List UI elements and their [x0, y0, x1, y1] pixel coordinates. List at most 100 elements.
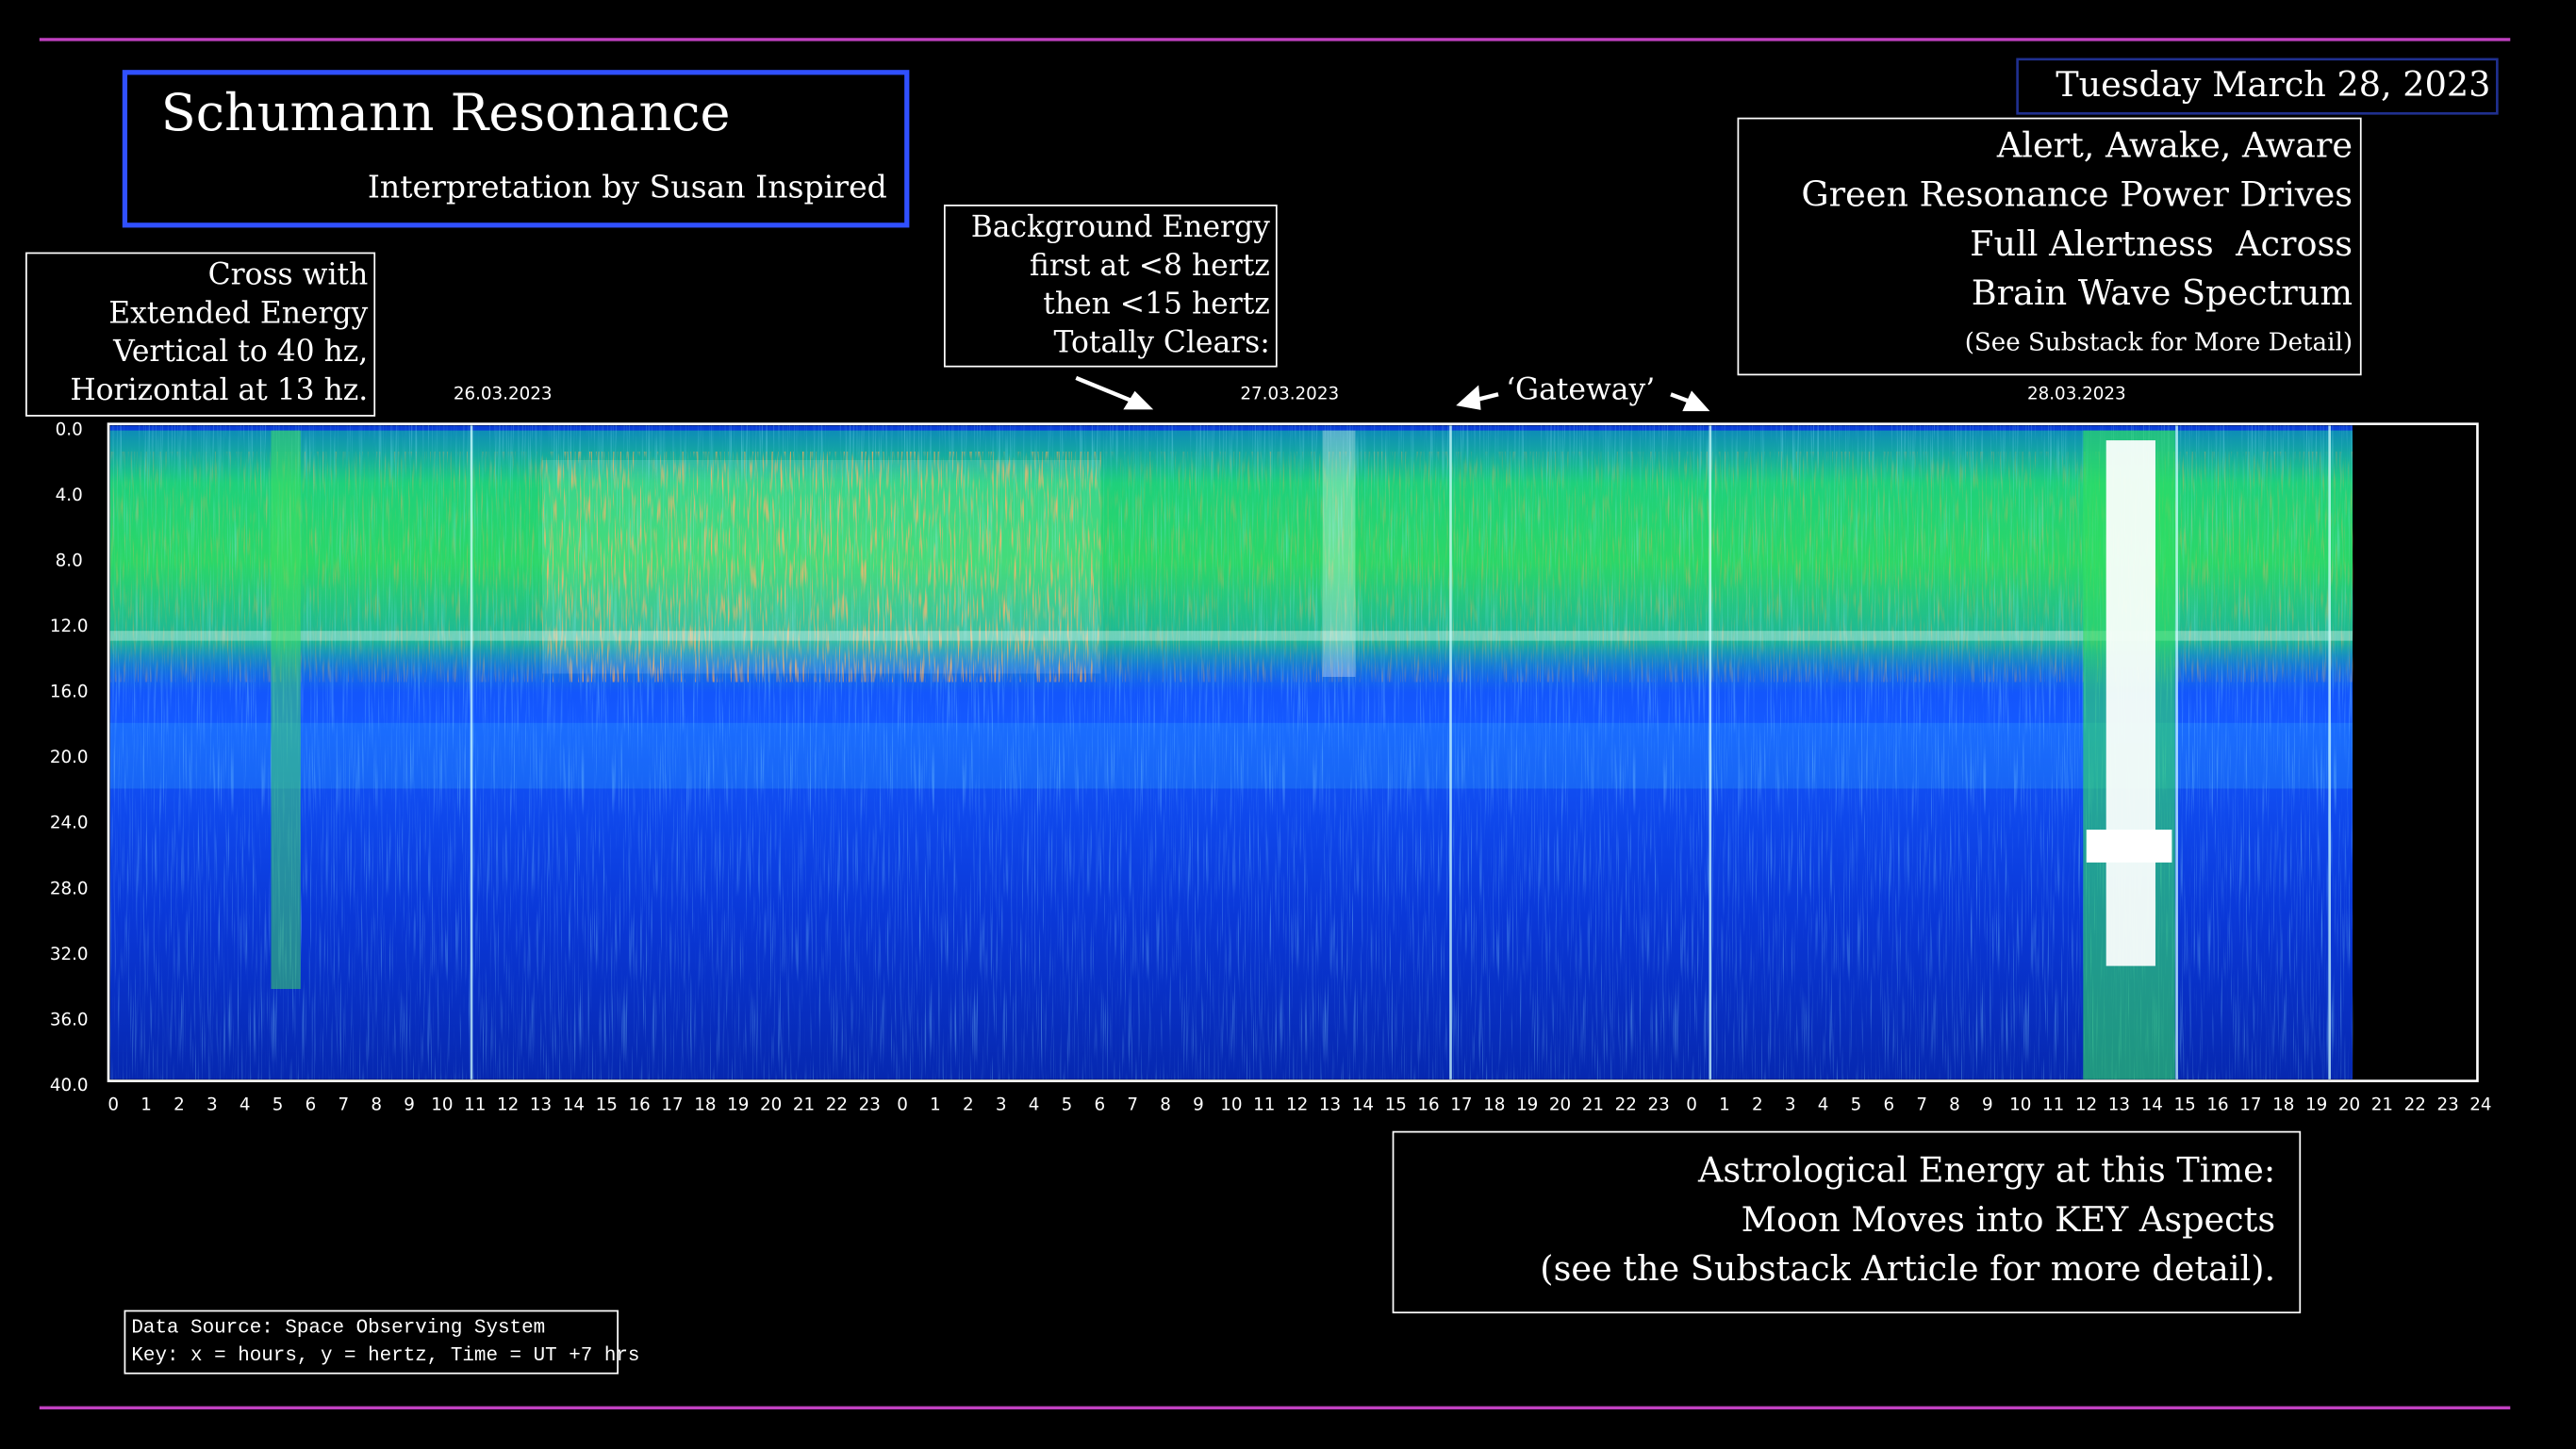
date-box	[2016, 58, 2499, 115]
x-tick-label: 17	[661, 1095, 683, 1115]
x-tick-label: 14	[2141, 1095, 2163, 1115]
x-tick-label: 13	[1319, 1095, 1341, 1115]
cross-note: Horizontal at 13 hz.	[70, 373, 368, 407]
title-box	[122, 70, 910, 228]
x-tick-label: 21	[1582, 1095, 1604, 1115]
x-tick-label: 4	[239, 1095, 251, 1115]
x-tick-label: 1	[1719, 1095, 1730, 1115]
date-label: 26.03.2023	[454, 384, 553, 403]
x-tick-label: 14	[563, 1095, 585, 1115]
x-tick-label: 16	[1417, 1095, 1439, 1115]
x-tick-label: 15	[596, 1095, 618, 1115]
x-tick-label: 6	[1883, 1095, 1894, 1115]
alert-note: Brain Wave Spectrum	[1972, 272, 2353, 313]
x-tick-label: 19	[2305, 1095, 2327, 1115]
astro-note: (see the Substack Article for more detai…	[1540, 1248, 2275, 1289]
x-tick-label: 12	[1286, 1095, 1308, 1115]
y-tick-label: 20.0	[50, 748, 89, 767]
x-tick-label: 4	[1818, 1095, 1829, 1115]
x-tick-label: 10	[2009, 1095, 2031, 1115]
x-tick-label: 1	[930, 1095, 941, 1115]
x-tick-label: 23	[859, 1095, 881, 1115]
x-tick-label: 14	[1352, 1095, 1374, 1115]
x-tick-label: 3	[1785, 1095, 1796, 1115]
y-tick-label: 12.0	[50, 617, 89, 636]
x-tick-label: 18	[1483, 1095, 1505, 1115]
x-tick-label: 5	[272, 1095, 284, 1115]
background-note: Totally Clears:	[1053, 326, 1269, 360]
x-tick-label: 15	[1385, 1095, 1407, 1115]
alert-detail: (See Substack for More Detail)	[1965, 328, 2353, 356]
spectrogram	[107, 422, 2479, 1082]
y-tick-label: 40.0	[50, 1076, 89, 1095]
x-tick-label: 6	[1095, 1095, 1106, 1115]
source-note: Key: x = hours, y = hertz, Time = UT +7 …	[131, 1345, 639, 1367]
x-tick-label: 0	[897, 1095, 908, 1115]
x-tick-label: 20	[1549, 1095, 1571, 1115]
x-tick-label: 17	[1450, 1095, 1472, 1115]
x-tick-label: 21	[2371, 1095, 2393, 1115]
x-tick-label: 22	[826, 1095, 848, 1115]
x-tick-label: 5	[1062, 1095, 1073, 1115]
x-tick-label: 17	[2239, 1095, 2261, 1115]
x-tick-label: 15	[2173, 1095, 2195, 1115]
x-tick-label: 10	[1220, 1095, 1242, 1115]
background-note: first at <8 hertz	[1030, 249, 1270, 283]
y-tick-label: 0.0	[56, 420, 83, 440]
x-tick-label: 12	[497, 1095, 519, 1115]
cross-note: Cross with	[208, 257, 369, 291]
x-tick-label: 19	[727, 1095, 749, 1115]
date: Tuesday March 28, 2023	[2056, 64, 2490, 105]
alert-note: Green Resonance Power Drives	[1801, 174, 2353, 215]
y-tick-label: 36.0	[50, 1010, 89, 1029]
x-tick-label: 13	[530, 1095, 552, 1115]
background-box	[943, 205, 1278, 368]
x-tick-label: 5	[1851, 1095, 1862, 1115]
title: Schumann Resonance	[161, 83, 731, 142]
x-tick-label: 2	[173, 1095, 185, 1115]
astro-note: Moon Moves into KEY Aspects	[1742, 1199, 2275, 1240]
x-tick-label: 23	[2436, 1095, 2458, 1115]
astro-note: Astrological Energy at this Time:	[1697, 1150, 2275, 1191]
x-tick-label: 9	[404, 1095, 415, 1115]
x-tick-label: 10	[431, 1095, 453, 1115]
source-note: Data Source: Space Observing System	[131, 1317, 545, 1339]
x-tick-label: 1	[140, 1095, 152, 1115]
x-tick-label: 0	[107, 1095, 119, 1115]
x-tick-label: 8	[1949, 1095, 1960, 1115]
x-tick-label: 2	[963, 1095, 974, 1115]
x-tick-label: 9	[1193, 1095, 1204, 1115]
x-tick-label: 3	[996, 1095, 1007, 1115]
x-tick-label: 21	[793, 1095, 815, 1115]
alert-box	[1737, 117, 2362, 376]
y-tick-label: 16.0	[50, 683, 89, 702]
y-tick-label: 8.0	[56, 552, 83, 571]
gateway-label: ‘Gateway’	[1506, 372, 1655, 406]
x-tick-label: 7	[338, 1095, 349, 1115]
x-tick-label: 20	[760, 1095, 782, 1115]
x-tick-label: 3	[206, 1095, 218, 1115]
x-tick-label: 16	[2206, 1095, 2228, 1115]
x-tick-label: 8	[371, 1095, 382, 1115]
x-tick-label: 23	[1648, 1095, 1670, 1115]
y-tick-label: 28.0	[50, 879, 89, 898]
x-tick-label: 12	[2075, 1095, 2097, 1115]
x-tick-label: 24	[2469, 1095, 2491, 1115]
background-note: then <15 hertz	[1043, 288, 1270, 321]
x-tick-label: 13	[2108, 1095, 2130, 1115]
x-tick-label: 8	[1160, 1095, 1171, 1115]
x-tick-label: 20	[2338, 1095, 2360, 1115]
date-label: 27.03.2023	[1240, 384, 1339, 403]
x-tick-label: 2	[1752, 1095, 1763, 1115]
date-label: 28.03.2023	[2027, 384, 2126, 403]
astro-box	[1392, 1130, 2302, 1314]
arrows	[1075, 375, 1710, 412]
source-box	[124, 1309, 619, 1375]
y-tick-label: 32.0	[50, 945, 89, 964]
x-tick-label: 11	[2042, 1095, 2064, 1115]
x-tick-label: 18	[694, 1095, 716, 1115]
subtitle: Interpretation by Susan Inspired	[368, 168, 887, 205]
y-tick-label: 4.0	[56, 486, 83, 505]
